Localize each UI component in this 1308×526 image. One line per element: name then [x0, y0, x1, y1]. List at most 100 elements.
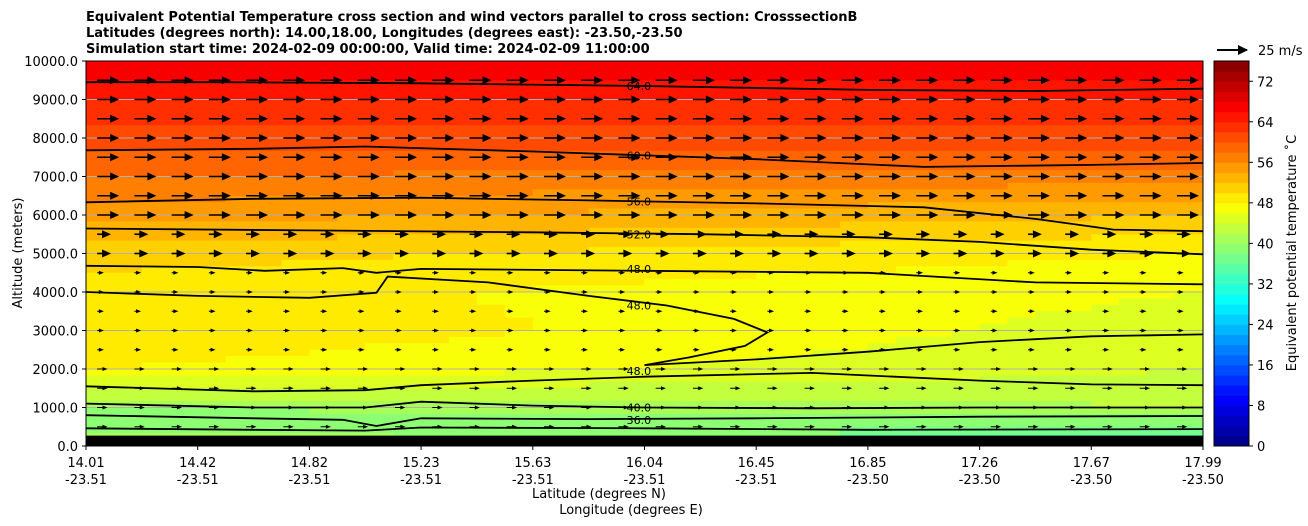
wind-vector — [1176, 211, 1199, 219]
field-cell — [421, 208, 450, 216]
wind-vector — [841, 76, 864, 85]
wind-vector — [357, 114, 380, 123]
field-cell — [365, 86, 394, 94]
field-cell — [1119, 221, 1148, 229]
field-cell — [532, 67, 562, 75]
colorbar-step — [1214, 192, 1249, 204]
field-cell — [1119, 362, 1148, 370]
wind-vector — [543, 95, 566, 104]
contour-line-64.0 — [86, 81, 1203, 92]
field-cell — [393, 285, 422, 293]
x-tick-label-longitude: -23.51 — [288, 473, 330, 488]
field-cell — [1035, 138, 1064, 146]
field-cell — [644, 259, 674, 267]
wind-vector — [1176, 76, 1199, 85]
field-cell — [141, 73, 171, 81]
wind-vector-head — [173, 309, 179, 314]
field-cell — [1035, 311, 1064, 319]
wind-vector — [618, 309, 626, 314]
field-cell — [476, 362, 506, 370]
field-cell — [728, 240, 757, 248]
field-cell — [951, 67, 981, 75]
field-cell — [1119, 208, 1148, 216]
field-cell — [951, 61, 981, 69]
field-cell — [1147, 170, 1176, 178]
field-cell — [476, 170, 506, 178]
field-cell — [1091, 80, 1120, 88]
field-cell — [449, 413, 478, 421]
field-cell — [532, 150, 562, 158]
field-cell — [812, 105, 841, 113]
wind-vector-head — [433, 328, 439, 333]
field-cell — [839, 407, 869, 415]
wind-vector — [1102, 95, 1125, 104]
wind-vector-head — [1115, 211, 1125, 219]
field-cell — [1091, 234, 1120, 242]
field-cell — [532, 157, 562, 165]
wind-vector — [841, 172, 864, 181]
field-cell — [337, 138, 366, 146]
wind-vector — [953, 270, 961, 275]
field-cell — [281, 272, 311, 280]
wind-vector — [618, 76, 641, 85]
field-cell — [1175, 125, 1203, 133]
wind-vector — [692, 249, 707, 258]
field-cell — [644, 253, 674, 261]
wind-vector-head — [806, 328, 812, 333]
field-cell — [113, 144, 143, 152]
field-cell — [504, 86, 534, 94]
field-cell — [923, 362, 953, 370]
colorbar-step — [1214, 91, 1249, 103]
wind-vector — [506, 153, 529, 162]
field-cell — [476, 163, 506, 171]
wind-vector-head — [98, 309, 104, 314]
field-cell — [141, 330, 171, 338]
wind-vector-head — [1115, 114, 1125, 123]
wind-vector — [804, 328, 812, 333]
field-cell — [1063, 150, 1092, 158]
wind-vector-head — [556, 76, 566, 85]
field-cell — [1175, 413, 1203, 421]
field-cell — [421, 317, 450, 325]
wind-vector — [990, 249, 1005, 258]
contour-line-52.0 — [86, 227, 1203, 256]
field-cell — [700, 73, 729, 81]
field-cell — [1147, 266, 1176, 274]
wind-vector-head — [1003, 172, 1013, 181]
wind-vector — [804, 386, 815, 391]
field-cell — [728, 336, 757, 344]
wind-vector-head — [992, 309, 998, 314]
field-cell — [1063, 131, 1092, 139]
wind-vector — [506, 347, 514, 352]
field-cell — [839, 221, 869, 229]
colorbar-step — [1214, 304, 1249, 315]
wind-vector-head — [705, 191, 715, 200]
field-cell — [365, 234, 394, 242]
wind-vector-head — [847, 424, 853, 429]
field-cell — [700, 234, 729, 242]
wind-vector-head — [743, 95, 753, 104]
field-cell — [1035, 234, 1064, 242]
wind-vector-head — [1070, 249, 1080, 258]
colorbar-tick-label: 56 — [1257, 156, 1274, 171]
field-cell — [225, 86, 255, 94]
field-cell — [616, 349, 646, 357]
field-cell — [951, 259, 981, 267]
wind-vector — [320, 134, 343, 142]
field-cell — [1119, 99, 1148, 107]
wind-vector-head — [482, 153, 492, 162]
field-cell — [86, 138, 115, 146]
wind-vector — [1102, 249, 1117, 258]
wind-vector — [208, 386, 220, 391]
wind-vector-head — [333, 153, 343, 162]
wind-vector — [208, 230, 223, 239]
wind-vector — [208, 347, 216, 352]
field-cell — [923, 343, 953, 351]
field-cell — [867, 208, 897, 216]
field-cell — [1147, 272, 1176, 280]
field-cell — [616, 61, 646, 69]
field-cell — [644, 388, 674, 396]
field-cell — [784, 86, 813, 94]
field-cell — [225, 105, 255, 113]
field-cell — [1119, 336, 1148, 344]
